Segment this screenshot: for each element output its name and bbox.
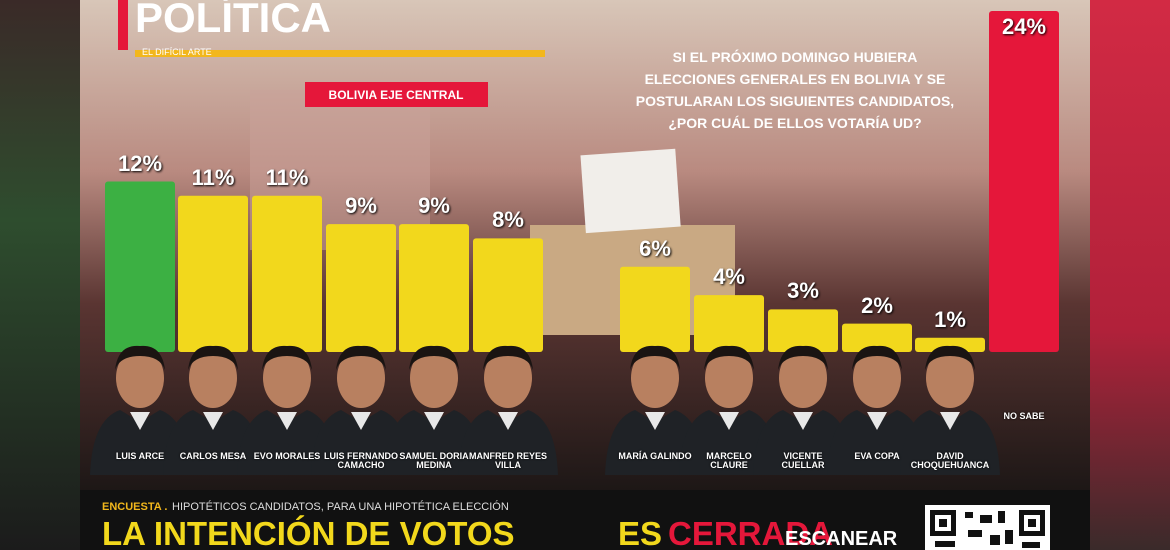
value-label: 11% (191, 164, 235, 190)
value-label: 8% (492, 207, 524, 233)
tag-box (305, 82, 488, 107)
value-label: 2% (861, 292, 893, 318)
side-blur (0, 0, 80, 550)
candidate-name: MARÍA GALINDO (618, 451, 692, 461)
bar (768, 309, 838, 352)
candidate-name: LUIS ARCE (115, 451, 165, 461)
qr-code (925, 505, 1050, 550)
value-label: 24% (1001, 14, 1047, 39)
bar (399, 224, 469, 352)
candidate-name: VICENTE CUELLAR (781, 451, 825, 471)
value-label: 1% (934, 306, 966, 332)
footer-headline: CERRADA (668, 515, 833, 550)
value-label: 3% (787, 278, 819, 304)
value-label: 9% (345, 193, 377, 219)
header-bar (118, 0, 128, 50)
bar (105, 181, 175, 352)
question-line: SI EL PRÓXIMO DOMINGO HUBIERA (673, 48, 918, 65)
bars (105, 11, 1059, 352)
footer-note: HIPOTÉTICOS CANDIDATOS, PARA UNA HIPOTÉT… (172, 500, 509, 513)
candidate-name: LUIS FERNANDO CAMACHO (324, 451, 398, 471)
value-label: 9% (418, 193, 450, 219)
value-label: 12% (117, 150, 163, 176)
footer-headline: LA INTENCIÓN DE VOTOS (102, 515, 515, 550)
value-label: 4% (713, 264, 745, 290)
candidate-name: NO SABE (1003, 411, 1045, 421)
tag: BOLIVIA EJE CENTRAL (329, 88, 464, 102)
candidate-name: CARLOS MESA (179, 451, 247, 461)
side-blur (1090, 0, 1170, 550)
subtitle: EL DIFÍCIL ARTE (142, 47, 212, 57)
bar (252, 195, 322, 352)
bar (694, 295, 764, 352)
candidate-name: EVO MORALES (253, 451, 321, 461)
candidate-name: MANFRED REYES VILLA (468, 451, 547, 471)
footer-band (80, 490, 1090, 550)
bar (473, 238, 543, 352)
question-line: ELECCIONES GENERALES EN BOLIVIA Y SE (645, 71, 946, 87)
value-label: 6% (639, 235, 671, 261)
candidate-name: DAVID CHOQUEHUANCA (910, 451, 990, 471)
bar (326, 224, 396, 352)
scan-label: ESCANEAR (785, 528, 898, 550)
title: POLÍTICA (135, 0, 331, 41)
bar (178, 195, 248, 352)
value-label: 11% (265, 164, 309, 190)
header-rule (135, 50, 545, 57)
bar (842, 323, 912, 352)
footer-kicker: ENCUESTA . (102, 501, 167, 513)
candidate-name: EVA COPA (854, 451, 900, 461)
ballot (580, 148, 681, 234)
bar (620, 266, 690, 352)
question-line: POSTULARAN LOS SIGUIENTES CANDIDATOS, (636, 93, 954, 109)
question-line: ¿POR CUÁL DE ELLOS VOTARÍA UD? (668, 115, 921, 131)
bar (915, 337, 985, 352)
candidate-name: MARCELO CLAURE (706, 451, 752, 471)
candidate-name: SAMUEL DORIA MEDINA (399, 451, 469, 471)
footer-headline: ES (618, 515, 662, 550)
bar (989, 11, 1059, 352)
